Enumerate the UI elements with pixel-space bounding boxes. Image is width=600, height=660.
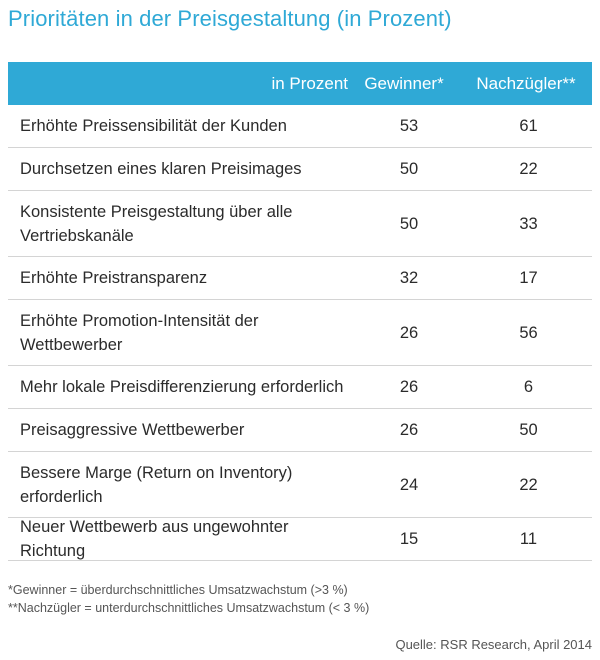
- nachzuegler-value: 50: [519, 421, 538, 439]
- chart-title: Prioritäten in der Preisgestaltung (in P…: [8, 6, 452, 31]
- row-label: Erhöhte Promotion-Intensität der Wettbew…: [20, 311, 259, 354]
- priorities-table: in Prozent Gewinner* Nachzügler** Erhöht…: [8, 62, 592, 561]
- table-row: Neuer Wettbewerb aus ungewohnter Richtun…: [8, 518, 592, 561]
- gewinner-value: 15: [399, 530, 419, 548]
- gewinner-value: 26: [399, 323, 419, 342]
- gewinner-value: 53: [399, 117, 419, 135]
- gewinner-value: 26: [399, 378, 419, 396]
- nachzuegler-value: 11: [519, 530, 538, 548]
- table-row: Erhöhte Preissensibilität der Kunden 53 …: [8, 105, 592, 148]
- row-label: Preisaggressive Wettbewerber: [20, 421, 245, 439]
- gewinner-value: 24: [399, 475, 419, 494]
- nachzuegler-value: 17: [519, 269, 538, 287]
- row-label: Erhöhte Preissensibilität der Kunden: [20, 117, 287, 135]
- gewinner-value: 50: [399, 214, 419, 233]
- nachzuegler-value: 22: [519, 160, 538, 178]
- nachzuegler-value: 6: [523, 378, 534, 396]
- footnote-gewinner: *Gewinner = überdurchschnittliches Umsat…: [8, 583, 348, 597]
- gewinner-value: 26: [399, 421, 419, 439]
- nachzuegler-value: 22: [519, 475, 538, 494]
- row-label: Durchsetzen eines klaren Preisimages: [20, 160, 302, 178]
- table-row: Durchsetzen eines klaren Preisimages 50 …: [8, 148, 592, 191]
- row-label: Bessere Marge (Return on Inventory) erfo…: [20, 463, 293, 506]
- table-row: Preisaggressive Wettbewerber 26 50: [8, 409, 592, 452]
- row-label: Erhöhte Preistransparenz: [20, 269, 208, 287]
- row-label: Neuer Wettbewerb aus ungewohnter Richtun…: [20, 518, 289, 560]
- nachzuegler-value: 61: [519, 117, 538, 135]
- table-row: Erhöhte Preistransparenz 32 17: [8, 257, 592, 300]
- table-row: Mehr lokale Preisdifferenzierung erforde…: [8, 366, 592, 409]
- gewinner-value: 32: [399, 269, 419, 287]
- source-note: Quelle: RSR Research, April 2014: [395, 637, 592, 652]
- gewinner-value: 50: [399, 160, 419, 178]
- row-label: Konsistente Preisgestaltung über alle Ve…: [20, 202, 293, 245]
- table-row: Bessere Marge (Return on Inventory) erfo…: [8, 452, 592, 518]
- row-label: Mehr lokale Preisdifferenzierung erforde…: [20, 378, 344, 396]
- table-row: Erhöhte Promotion-Intensität der Wettbew…: [8, 300, 592, 366]
- table-header: in Prozent Gewinner* Nachzügler**: [8, 62, 592, 105]
- footnote-nachzuegler: **Nachzügler = unterdurchschnittliches U…: [8, 601, 370, 615]
- nachzuegler-value: 33: [519, 214, 538, 233]
- nachzuegler-value: 56: [519, 323, 538, 342]
- header-nachzuegler-column: Nachzügler**: [476, 73, 576, 93]
- header-gewinner-column: Gewinner*: [364, 73, 444, 93]
- table-row: Konsistente Preisgestaltung über alle Ve…: [8, 191, 592, 257]
- header-label-column: in Prozent: [271, 73, 348, 93]
